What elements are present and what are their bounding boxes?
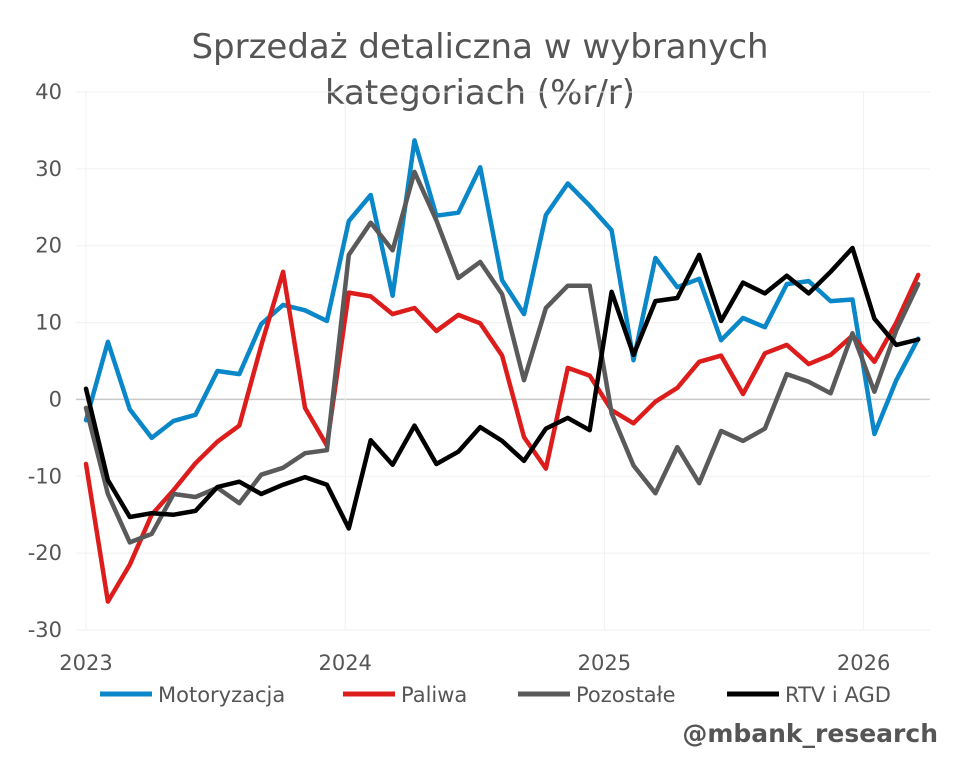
legend: Motoryzacja Paliwa Pozostałe RTV i AGD: [100, 683, 891, 707]
y-tick-label: 40: [35, 80, 62, 104]
y-tick-label: -30: [28, 618, 62, 642]
series-line-pozosta-e: [83, 169, 921, 545]
x-tick-label: 2025: [578, 651, 631, 675]
legend-label: Motoryzacja: [158, 683, 285, 707]
gridlines: [76, 91, 930, 631]
series-line-motoryzacja: [83, 138, 921, 441]
y-tick-label: 30: [35, 157, 62, 181]
y-tick-label: 0: [49, 387, 62, 411]
y-tick-label: -10: [28, 464, 62, 488]
watermark: @mbank_research: [682, 719, 938, 748]
legend-item: Motoryzacja: [100, 683, 285, 707]
legend-label: Paliwa: [401, 683, 467, 707]
chart-title-line2: kategoriach (%r/r): [325, 73, 635, 113]
x-tick-label: 2024: [318, 651, 371, 675]
chart-title-line1: Sprzedaż detaliczna w wybranych: [191, 27, 768, 67]
y-tick-label: 10: [35, 311, 62, 335]
legend-label: RTV i AGD: [785, 683, 891, 707]
legend-label: Pozostałe: [576, 683, 676, 707]
x-axis: 2023 2024 2025 2026: [59, 651, 890, 675]
series-line-rtv-i-agd: [83, 245, 921, 531]
series-lines: [83, 138, 921, 604]
series-line-paliwa: [83, 269, 921, 604]
legend-item: RTV i AGD: [727, 683, 891, 707]
x-tick-label: 2026: [837, 651, 890, 675]
y-tick-label: 20: [35, 234, 62, 258]
y-tick-label: -20: [28, 541, 62, 565]
legend-item: Pozostałe: [518, 683, 676, 707]
legend-item: Paliwa: [343, 683, 467, 707]
x-tick-label: 2023: [59, 651, 112, 675]
y-axis: -30 -20 -10 0 10 20 30 40: [28, 80, 62, 642]
